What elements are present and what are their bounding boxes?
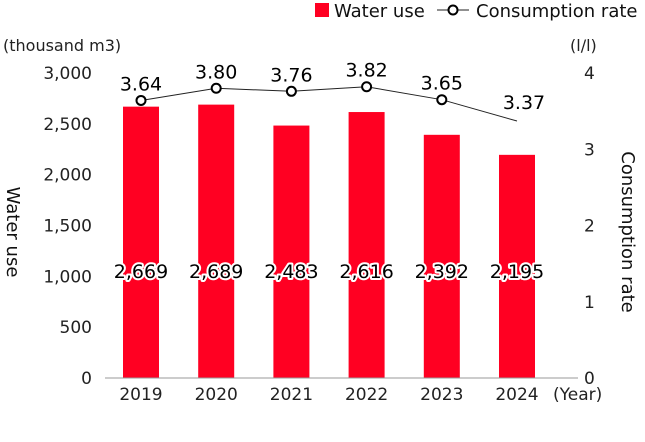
right-axis-label: Consumption rate — [617, 151, 638, 313]
water-use-data-label: 2,616 — [339, 261, 393, 283]
bar-2024 — [499, 154, 535, 378]
water-use-data-label: 2,689 — [189, 261, 243, 283]
x-tick-label: 2024 — [495, 385, 538, 405]
x-tick-label: 2022 — [345, 385, 388, 405]
consumption-data-label: 3.76 — [270, 64, 312, 86]
water-use-data-label: 2,392 — [415, 261, 469, 283]
left-tick-label: 500 — [60, 318, 92, 338]
consumption-marker-2020 — [210, 82, 222, 94]
left-tick-label: 3,000 — [43, 64, 92, 84]
legend-consumption-marker — [447, 4, 459, 16]
x-axis-unit: (Year) — [553, 385, 602, 405]
consumption-marker-2019 — [135, 94, 147, 106]
left-tick-label: 2,500 — [43, 115, 92, 135]
left-axis-unit: (thousand m3) — [3, 36, 121, 55]
right-tick-label: 3 — [584, 140, 595, 160]
left-tick-label: 0 — [81, 369, 92, 389]
consumption-data-label: 3.82 — [345, 60, 387, 82]
consumption-data-label: 3.80 — [195, 61, 237, 83]
bar-2023 — [423, 134, 460, 378]
water-use-data-label: 2,483 — [264, 261, 318, 283]
consumption-rate-line — [140, 86, 518, 122]
bar-2022 — [348, 112, 385, 378]
left-tick-label: 2,000 — [43, 166, 92, 186]
legend-water-use-label: Water use — [334, 1, 425, 22]
x-tick-label: 2020 — [195, 385, 238, 405]
consumption-marker-2021 — [285, 85, 297, 97]
legend-consumption-label: Consumption rate — [476, 1, 638, 22]
x-tick-label: 2021 — [270, 385, 313, 405]
left-tick-label: 1,500 — [43, 217, 92, 237]
left-axis-label: Water use — [2, 187, 23, 278]
consumption-data-label: 3.64 — [120, 73, 162, 95]
bar-2020 — [198, 104, 235, 378]
consumption-marker-2023 — [436, 94, 448, 106]
right-tick-label: 0 — [584, 369, 595, 389]
consumption-marker-2022 — [361, 81, 373, 93]
water-use-data-label: 2,669 — [114, 261, 168, 283]
right-axis-unit: (l/l) — [570, 36, 597, 55]
right-tick-label: 1 — [584, 293, 595, 313]
bar-2021 — [273, 125, 310, 378]
x-tick-label: 2019 — [119, 385, 162, 405]
left-tick-label: 1,000 — [43, 267, 92, 287]
legend: Water use Consumption rate — [315, 1, 638, 22]
x-tick-label: 2023 — [420, 385, 463, 405]
right-tick-label: 4 — [584, 64, 595, 84]
legend-water-use-swatch — [315, 3, 329, 17]
bar-2019 — [123, 106, 159, 378]
water-use-data-label: 2,195 — [490, 261, 544, 283]
consumption-data-label: 3.37 — [503, 92, 545, 114]
consumption-data-label: 3.65 — [421, 73, 463, 95]
right-tick-label: 2 — [584, 217, 595, 237]
